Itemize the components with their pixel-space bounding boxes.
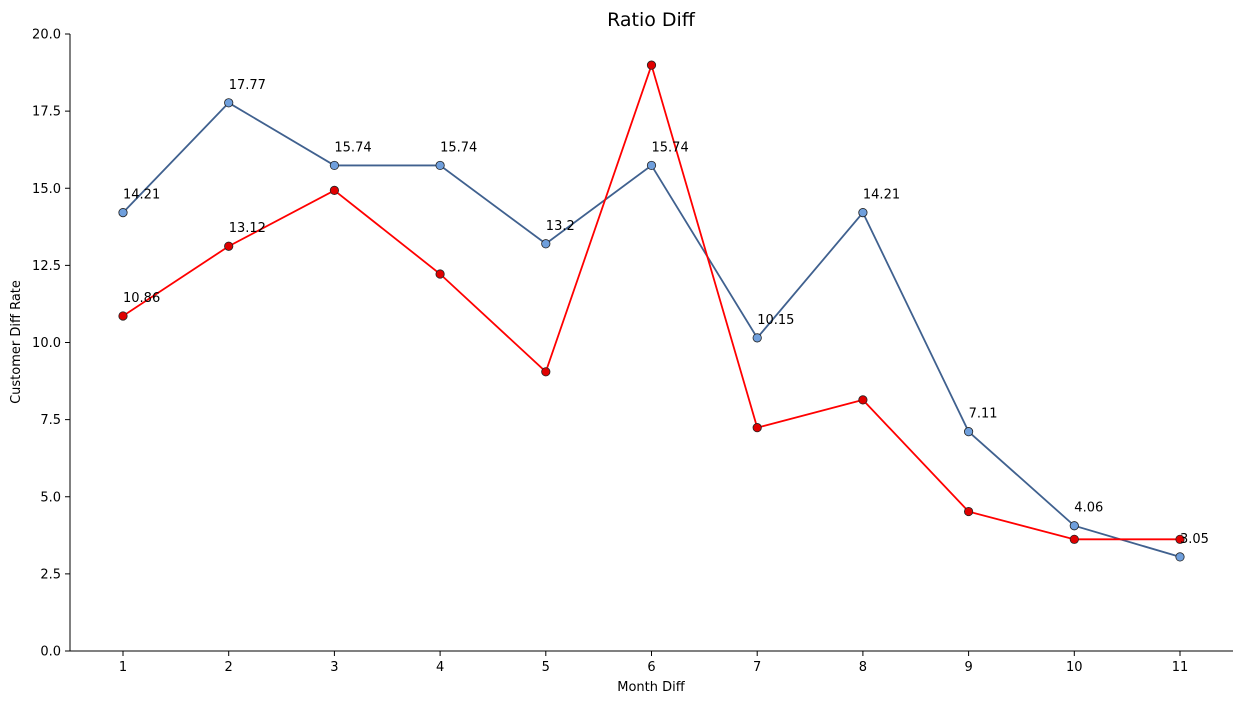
series-2-point xyxy=(541,367,551,377)
y-tick-label: 10.0 xyxy=(32,336,61,351)
x-axis-label: Month Diff xyxy=(617,680,686,695)
series-2 xyxy=(118,60,1185,544)
series-1-point xyxy=(646,160,657,171)
data-label: 17.77 xyxy=(229,78,266,93)
series-1-point xyxy=(963,427,974,437)
y-tick-label: 12.5 xyxy=(32,259,61,274)
data-label: 7.11 xyxy=(969,407,998,422)
series-1 xyxy=(118,98,1185,562)
y-tick-label: 20.0 xyxy=(32,28,61,43)
series-1-line xyxy=(122,101,1181,558)
y-tick-label: 15.0 xyxy=(32,182,61,197)
y-tick-label: 2.5 xyxy=(40,567,61,582)
y-tick-label: 17.5 xyxy=(32,105,61,120)
y-axis-label: Customer Diff Rate xyxy=(9,280,24,404)
series-1-point xyxy=(541,239,551,249)
series-group xyxy=(118,60,1185,562)
x-tick-label: 6 xyxy=(647,660,655,675)
x-tick-label: 11 xyxy=(1172,660,1189,675)
series-2-point xyxy=(963,506,974,517)
series-2-point xyxy=(1069,534,1079,544)
data-label: 15.74 xyxy=(440,140,477,155)
data-label: 14.21 xyxy=(863,188,900,203)
x-tick-label: 4 xyxy=(436,660,444,675)
series-1-point xyxy=(118,208,128,218)
y-axis-ticks: 0.0 2.5 5.0 7.5 10.0 12.5 15.0 17.5 20.0 xyxy=(32,28,70,660)
data-label: 15.74 xyxy=(334,140,371,155)
series-2-point xyxy=(1175,534,1185,544)
series-1-point xyxy=(329,160,339,171)
series-2-point xyxy=(435,269,445,279)
data-label: 13.2 xyxy=(546,219,575,234)
x-tick-label: 5 xyxy=(542,660,550,675)
series-1-point xyxy=(224,98,234,108)
data-label: 13.12 xyxy=(229,221,266,236)
data-label: 4.06 xyxy=(1074,501,1103,516)
series-1-point xyxy=(1069,521,1079,531)
data-label: 10.15 xyxy=(757,313,794,328)
x-tick-label: 7 xyxy=(753,660,761,675)
data-labels: 14.21 17.77 15.74 15.74 13.2 15.74 10.15 14.21 7… xyxy=(123,78,1209,547)
series-1-point xyxy=(752,333,762,343)
x-tick-label: 9 xyxy=(964,660,972,675)
series-2-point xyxy=(752,423,762,433)
series-2-point xyxy=(224,241,234,251)
chart-title: Ratio Diff xyxy=(607,9,696,31)
series-2-point xyxy=(858,395,868,405)
y-tick-label: 7.5 xyxy=(40,413,61,428)
x-tick-label: 2 xyxy=(225,660,233,675)
series-2-line xyxy=(122,62,1180,541)
series-2-point xyxy=(646,60,657,70)
data-label: 15.74 xyxy=(652,140,689,155)
x-tick-label: 8 xyxy=(859,660,867,675)
series-1-point xyxy=(1175,552,1185,562)
x-axis-ticks: 1 2 3 4 5 6 7 8 9 10 11 xyxy=(119,651,1188,675)
series-1-point xyxy=(435,160,445,171)
series-2-point xyxy=(329,185,339,196)
data-label: 14.21 xyxy=(123,188,160,203)
series-2-point xyxy=(118,311,128,321)
x-tick-label: 10 xyxy=(1066,660,1083,675)
x-tick-label: 1 xyxy=(119,660,127,675)
y-tick-label: 0.0 xyxy=(40,645,61,660)
data-label: 3.05 xyxy=(1180,532,1209,547)
data-label: 10.86 xyxy=(123,291,160,306)
x-tick-label: 3 xyxy=(330,660,338,675)
y-tick-label: 5.0 xyxy=(40,490,61,505)
series-1-point xyxy=(858,208,868,218)
